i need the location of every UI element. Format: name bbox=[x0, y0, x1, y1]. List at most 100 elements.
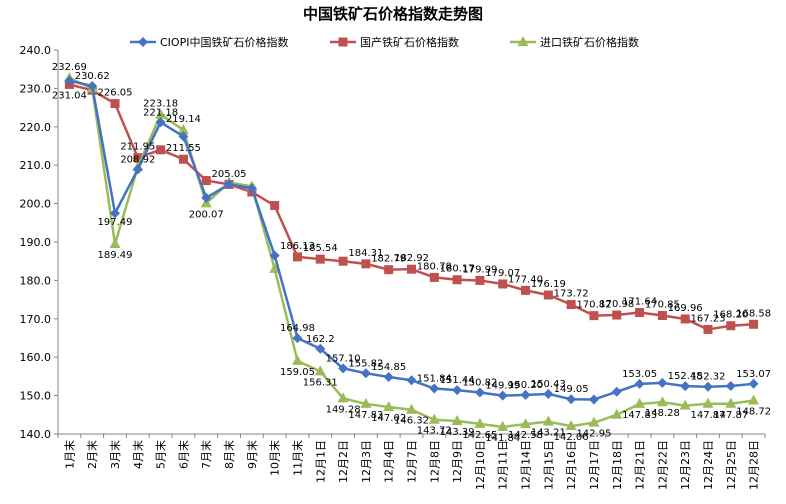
data-point bbox=[337, 392, 349, 403]
data-label: 142.06 bbox=[554, 432, 589, 443]
data-label: 155.82 bbox=[348, 358, 383, 369]
data-point bbox=[521, 285, 531, 295]
x-tick-label: 2月末 bbox=[85, 440, 99, 469]
data-label: 156.31 bbox=[303, 377, 338, 388]
data-point bbox=[155, 108, 167, 119]
x-tick-label: 12月18日 bbox=[611, 440, 624, 490]
y-tick-label: 220.0 bbox=[20, 121, 52, 134]
data-point bbox=[407, 264, 416, 274]
data-point bbox=[269, 250, 280, 261]
x-tick-label: 12月14日 bbox=[520, 440, 533, 490]
x-tick-label: 11月末 bbox=[290, 440, 304, 476]
data-point bbox=[361, 259, 371, 269]
data-point bbox=[726, 321, 736, 331]
data-label: 211.95 bbox=[120, 142, 155, 153]
data-point bbox=[566, 394, 577, 405]
data-point bbox=[498, 279, 508, 289]
series-0 bbox=[64, 75, 759, 405]
data-point bbox=[612, 310, 622, 320]
data-label: 173.72 bbox=[554, 289, 589, 300]
axes: 140.0 150.0 160.0 170.0 180.0 190.0 200.0 210.0… bbox=[20, 44, 766, 490]
data-label: 147.02 bbox=[371, 413, 406, 424]
data-label: 150.20 bbox=[508, 380, 543, 391]
data-label: 211.55 bbox=[166, 143, 201, 154]
data-point bbox=[110, 99, 120, 109]
data-point bbox=[383, 401, 395, 412]
x-tick-label: 12月22日 bbox=[656, 440, 669, 490]
data-point bbox=[338, 363, 349, 374]
data-label: 143.21 bbox=[531, 428, 566, 439]
data-point bbox=[177, 124, 189, 135]
data-label: 169.96 bbox=[668, 303, 703, 314]
data-label: 150.82 bbox=[462, 377, 497, 388]
y-tick-label: 150.0 bbox=[20, 390, 52, 403]
x-tick-label: 12月4日 bbox=[383, 440, 396, 483]
data-label: 177.40 bbox=[508, 274, 543, 285]
data-point bbox=[315, 343, 326, 354]
data-point bbox=[589, 311, 599, 321]
legend-label: 进口铁矿石价格指数 bbox=[540, 35, 639, 49]
data-label: 230.62 bbox=[75, 71, 110, 82]
data-point bbox=[475, 275, 485, 285]
data-label: 159.05 bbox=[280, 367, 315, 378]
data-label: 197.49 bbox=[98, 217, 133, 228]
y-tick-label: 240.0 bbox=[20, 44, 52, 57]
data-label: 186.13 bbox=[280, 241, 315, 252]
data-label: 182.92 bbox=[394, 253, 429, 264]
data-point bbox=[360, 397, 372, 408]
data-point bbox=[748, 378, 759, 389]
series-layer bbox=[63, 72, 760, 431]
data-point bbox=[451, 414, 463, 425]
data-point bbox=[360, 368, 371, 379]
x-tick-label: 12月21日 bbox=[634, 440, 647, 490]
x-tick-label: 12月25日 bbox=[725, 440, 738, 490]
data-label: 153.07 bbox=[736, 369, 771, 380]
data-point bbox=[474, 387, 485, 398]
data-point bbox=[657, 311, 667, 321]
data-label: 170.82 bbox=[576, 300, 611, 311]
data-point bbox=[452, 385, 463, 396]
x-tick-label: 1月末 bbox=[62, 440, 76, 469]
data-point bbox=[87, 81, 98, 92]
data-label: 232.69 bbox=[52, 62, 87, 73]
y-tick-label: 210.0 bbox=[20, 159, 52, 172]
data-label: 149.05 bbox=[554, 384, 589, 395]
x-tick-label: 12月1日 bbox=[314, 440, 327, 483]
data-label: 142.95 bbox=[576, 429, 611, 440]
data-label: 143.39 bbox=[440, 427, 475, 438]
data-point bbox=[543, 388, 554, 399]
data-label: 149.28 bbox=[326, 404, 361, 415]
data-point bbox=[201, 176, 211, 186]
data-label: 157.10 bbox=[326, 353, 361, 364]
data-point bbox=[657, 377, 668, 388]
data-label: 189.49 bbox=[98, 250, 133, 261]
data-label: 221.18 bbox=[143, 107, 178, 118]
data-point bbox=[656, 396, 668, 407]
data-label: 180.17 bbox=[440, 264, 475, 275]
data-label: 179.07 bbox=[485, 268, 520, 279]
data-point bbox=[679, 399, 691, 410]
data-label: 147.87 bbox=[690, 410, 725, 421]
data-point bbox=[315, 254, 325, 264]
data-label: 170.98 bbox=[599, 299, 634, 310]
data-point bbox=[270, 201, 280, 211]
data-point bbox=[474, 417, 486, 428]
data-point bbox=[680, 314, 690, 324]
data-point bbox=[588, 394, 599, 405]
data-label: 152.32 bbox=[690, 372, 725, 383]
data-label: 143.72 bbox=[417, 426, 452, 437]
data-label: 152.48 bbox=[668, 371, 703, 382]
x-tick-label: 12月17日 bbox=[588, 440, 601, 490]
data-label: 147.83 bbox=[622, 410, 657, 421]
data-point bbox=[497, 420, 509, 431]
y-tick-label: 200.0 bbox=[20, 198, 52, 211]
data-label: 179.99 bbox=[462, 264, 497, 275]
data-point bbox=[542, 415, 554, 426]
data-point bbox=[634, 397, 646, 408]
x-tick-label: 12月10日 bbox=[474, 440, 487, 490]
data-label: 141.84 bbox=[485, 433, 520, 444]
data-label: 182.79 bbox=[371, 254, 406, 265]
data-point bbox=[702, 397, 714, 408]
data-label: 205.05 bbox=[212, 169, 247, 180]
